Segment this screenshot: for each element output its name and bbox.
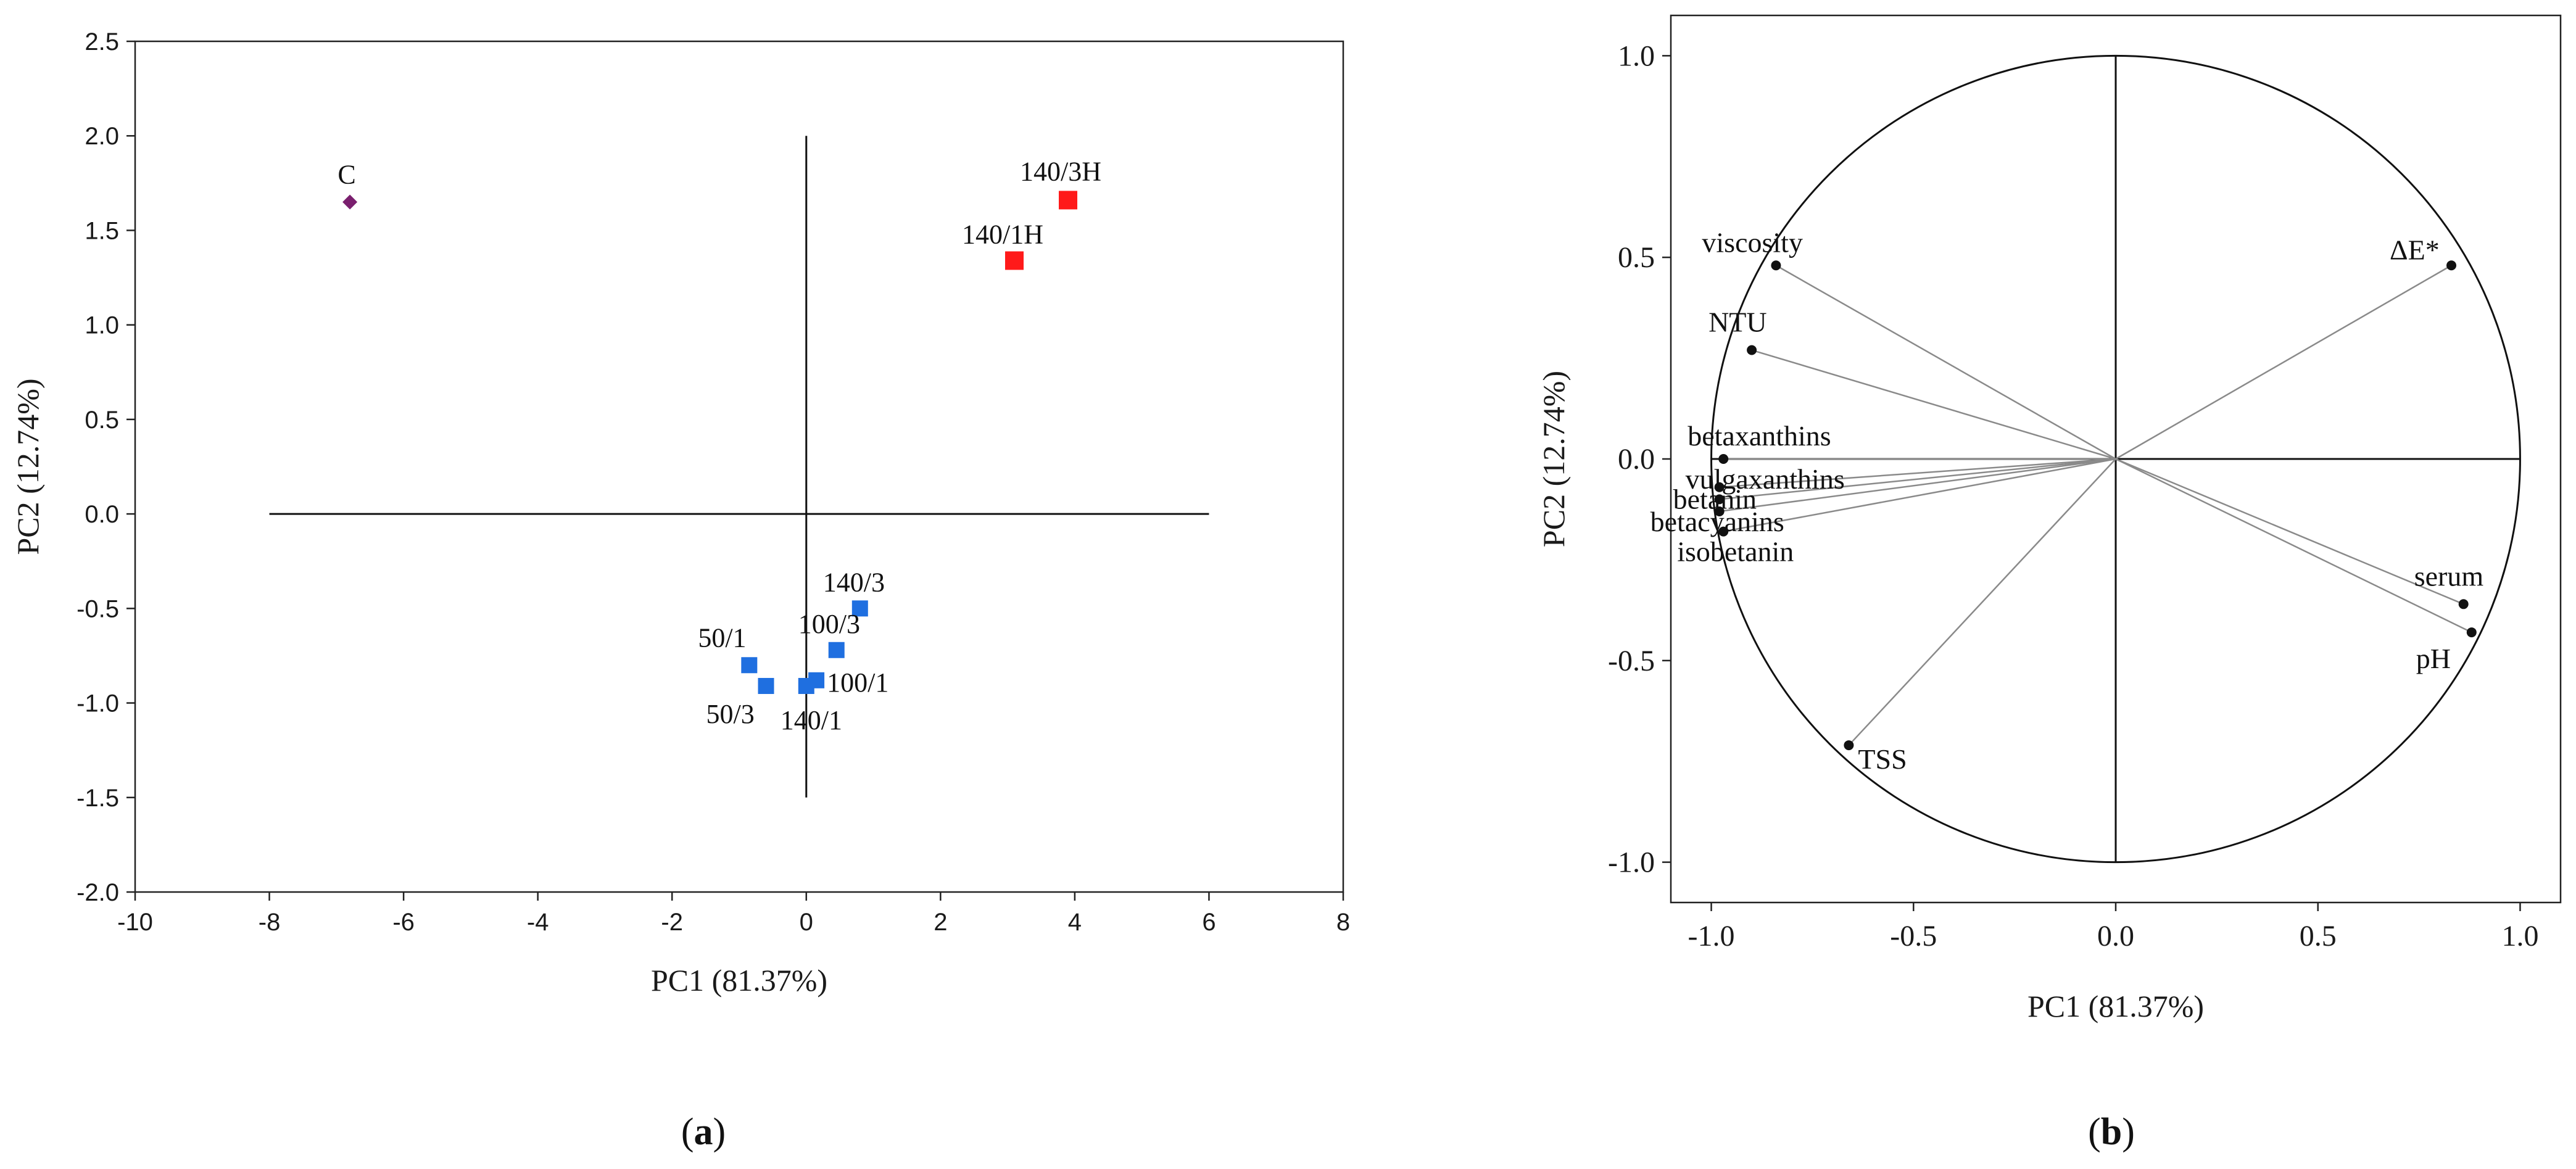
loading-vector-b — [1848, 458, 2116, 746]
loading-vector-b — [1719, 458, 2116, 489]
square-marker-a — [741, 657, 758, 674]
loading-point-b — [1718, 454, 1729, 464]
point-label-a: 50/3 — [706, 699, 755, 729]
x-tick-label-a: 8 — [1336, 909, 1350, 936]
square-marker-a — [798, 677, 814, 694]
square-marker-a — [828, 642, 845, 658]
x-tick-label-b: -1.0 — [1688, 920, 1735, 952]
x-axis-label-a: PC1 (81.37%) — [651, 963, 827, 998]
loading-vector-b — [1719, 458, 2116, 513]
point-label-a: 140/3 — [823, 567, 885, 597]
variable-label-b: betaxanthins — [1688, 420, 1831, 452]
y-tick-label-a: 2.5 — [85, 28, 119, 56]
x-tick-label-b: -0.5 — [1890, 920, 1937, 952]
square-marker-a — [1004, 251, 1024, 270]
x-tick-label-a: 0 — [800, 909, 813, 936]
x-tick-label-a: -4 — [527, 909, 549, 936]
point-label-a: C — [338, 159, 355, 189]
variable-label-b: betacyanins — [1650, 506, 1784, 537]
square-marker-a — [758, 677, 774, 694]
variable-label-b: ΔE* — [2390, 234, 2440, 265]
point-label-a: 140/3H — [1020, 156, 1101, 186]
y-tick-label-b: 0.0 — [1618, 443, 1655, 476]
loading-vector-b — [2115, 458, 2472, 634]
y-tick-label-a: -1.0 — [77, 690, 119, 717]
loading-point-b — [1747, 345, 1757, 355]
loading-point-b — [2466, 627, 2477, 638]
loading-vector-b — [2115, 265, 2452, 460]
loading-point-b — [1771, 260, 1781, 271]
variable-label-b: pH — [2416, 643, 2451, 674]
loading-point-b — [2458, 599, 2469, 609]
y-tick-label-b: -0.5 — [1608, 645, 1655, 677]
chart-a-pca-scores: -10 -8 -6 -4 -2 0 2 4 6 8 2.5 2.0 1.5 1.0 0.5 0.0 -0.5 -1… — [10, 28, 1350, 998]
y-tick-label-a: 0.0 — [85, 501, 119, 528]
variable-label-b: NTU — [1708, 307, 1767, 338]
point-label-a: 100/3 — [798, 609, 860, 639]
y-tick-label-a: 2.0 — [85, 123, 119, 150]
y-tick-label-a: -1.5 — [77, 785, 119, 812]
point-label-a: 140/1 — [781, 705, 842, 735]
variable-label-b: TSS — [1858, 743, 1907, 775]
x-tick-label-b: 1.0 — [2501, 920, 2538, 952]
x-tick-label-a: -2 — [661, 909, 683, 936]
loading-point-b — [1718, 526, 1729, 537]
loading-vector-b — [1775, 265, 2116, 460]
loading-point-b — [1714, 506, 1725, 516]
loading-point-b — [1844, 740, 1854, 751]
y-tick-label-a: 0.5 — [85, 407, 119, 434]
loading-point-b — [2446, 260, 2457, 271]
variable-label-b: serum — [2414, 560, 2484, 592]
loading-vector-b — [1723, 458, 2116, 532]
y-tick-label-a: -0.5 — [77, 595, 119, 622]
y-tick-label-b: 1.0 — [1618, 39, 1655, 72]
square-marker-a — [851, 600, 868, 617]
diamond-marker-a — [342, 194, 358, 210]
y-tick-label-b: -1.0 — [1608, 846, 1655, 879]
y-tick-label-a: 1.0 — [85, 312, 119, 339]
variable-label-b: isobetanin — [1677, 536, 1794, 568]
variable-label-b: vulgaxanthins — [1686, 463, 1845, 495]
plot-frame-a — [134, 40, 1344, 893]
caption-a: (a) — [681, 1111, 726, 1153]
x-tick-label-a: 2 — [934, 909, 947, 936]
y-axis-label-b: PC2 (12.74%) — [1536, 371, 1571, 547]
square-marker-a — [1059, 191, 1078, 210]
x-tick-label-a: 4 — [1068, 909, 1082, 936]
loading-point-b — [1714, 494, 1725, 505]
x-tick-label-b: 0.5 — [2300, 920, 2337, 952]
caption-b: (b) — [2088, 1111, 2135, 1153]
point-label-a: 100/1 — [827, 667, 888, 698]
x-axis-label-b: PC1 (81.37%) — [2027, 989, 2204, 1023]
loading-vector-b — [1751, 349, 2116, 460]
x-tick-label-b: 0.0 — [2097, 920, 2134, 952]
x-tick-label-a: -6 — [392, 909, 415, 936]
x-tick-label-a: -10 — [117, 909, 153, 936]
variable-label-b: viscosity — [1702, 226, 1803, 258]
x-tick-label-a: 6 — [1202, 909, 1216, 936]
y-tick-label-b: 0.5 — [1618, 241, 1655, 274]
loading-point-b — [1714, 482, 1725, 492]
chart-b-loading-circle: -1.0 -0.5 0.0 0.5 1.0 1.0 0.5 0.0 -0.5 -1.0 PC1 (8… — [1536, 14, 2562, 1023]
y-axis-label-a: PC2 (12.74%) — [10, 378, 45, 555]
loading-vector-b — [2115, 458, 2464, 605]
y-tick-label-a: 1.5 — [85, 217, 119, 244]
point-label-a: 50/1 — [698, 622, 746, 653]
y-tick-label-a: -2.0 — [77, 879, 119, 906]
point-label-a: 140/1H — [962, 219, 1043, 249]
x-tick-label-a: -8 — [259, 909, 281, 936]
loading-vector-b — [1719, 458, 2116, 500]
